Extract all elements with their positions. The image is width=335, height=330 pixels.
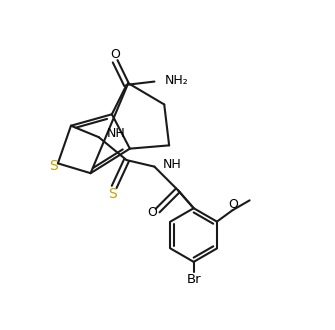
Text: NH₂: NH₂ bbox=[165, 74, 189, 87]
Text: Br: Br bbox=[186, 273, 201, 286]
Text: S: S bbox=[50, 159, 58, 173]
Text: O: O bbox=[229, 198, 239, 211]
Text: NH: NH bbox=[162, 157, 181, 171]
Text: O: O bbox=[110, 48, 120, 61]
Text: S: S bbox=[108, 187, 117, 201]
Text: O: O bbox=[147, 206, 157, 218]
Text: NH: NH bbox=[107, 127, 126, 140]
